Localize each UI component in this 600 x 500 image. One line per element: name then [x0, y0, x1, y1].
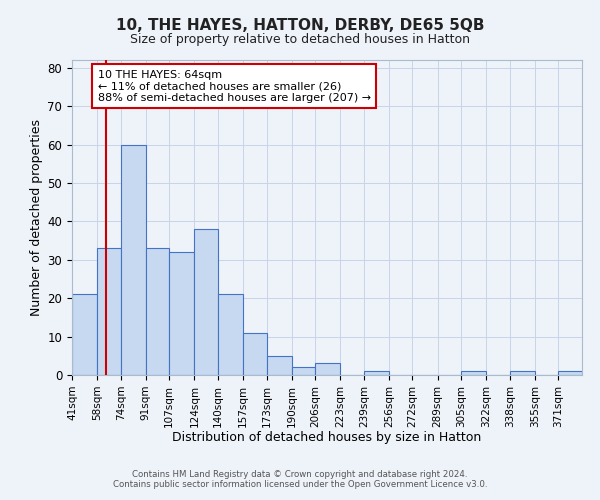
Bar	[315, 364, 340, 375]
Bar	[169, 252, 194, 375]
Bar	[559, 371, 582, 375]
Bar	[461, 371, 486, 375]
Bar	[146, 248, 169, 375]
Bar	[218, 294, 243, 375]
Bar	[72, 294, 97, 375]
X-axis label: Distribution of detached houses by size in Hatton: Distribution of detached houses by size …	[172, 431, 482, 444]
Bar	[194, 229, 218, 375]
Text: Contains HM Land Registry data © Crown copyright and database right 2024.
Contai: Contains HM Land Registry data © Crown c…	[113, 470, 487, 489]
Bar	[292, 368, 315, 375]
Bar	[97, 248, 121, 375]
Bar	[266, 356, 292, 375]
Text: Size of property relative to detached houses in Hatton: Size of property relative to detached ho…	[130, 32, 470, 46]
Text: 10 THE HAYES: 64sqm
← 11% of detached houses are smaller (26)
88% of semi-detach: 10 THE HAYES: 64sqm ← 11% of detached ho…	[98, 70, 371, 103]
Y-axis label: Number of detached properties: Number of detached properties	[30, 119, 43, 316]
Bar	[243, 332, 266, 375]
Text: 10, THE HAYES, HATTON, DERBY, DE65 5QB: 10, THE HAYES, HATTON, DERBY, DE65 5QB	[116, 18, 484, 32]
Bar	[364, 371, 389, 375]
Bar	[510, 371, 535, 375]
Bar	[121, 144, 146, 375]
